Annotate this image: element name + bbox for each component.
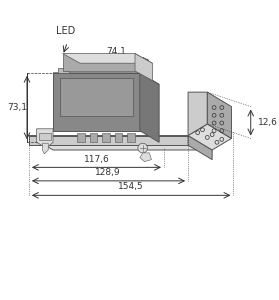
Polygon shape [140, 153, 151, 162]
Polygon shape [53, 73, 159, 84]
Polygon shape [60, 78, 133, 116]
Polygon shape [102, 133, 110, 142]
Circle shape [138, 143, 148, 153]
Polygon shape [140, 73, 159, 142]
Text: 12,6: 12,6 [258, 118, 277, 127]
Polygon shape [39, 133, 51, 140]
Polygon shape [77, 133, 85, 142]
Text: 154,5: 154,5 [118, 182, 144, 191]
Text: 74,1: 74,1 [106, 47, 126, 56]
Text: 128,9: 128,9 [95, 168, 121, 177]
Polygon shape [58, 68, 69, 73]
Polygon shape [127, 133, 135, 142]
Polygon shape [29, 136, 188, 145]
Polygon shape [53, 73, 140, 131]
Polygon shape [115, 133, 122, 142]
Polygon shape [188, 124, 232, 150]
Text: 117,6: 117,6 [84, 154, 109, 164]
Polygon shape [29, 136, 212, 150]
Polygon shape [63, 54, 135, 71]
Polygon shape [63, 54, 152, 63]
Polygon shape [42, 143, 48, 154]
Text: 73,1: 73,1 [7, 103, 27, 112]
Polygon shape [135, 54, 152, 81]
Polygon shape [188, 92, 207, 136]
Polygon shape [188, 136, 212, 160]
Polygon shape [90, 133, 97, 142]
Polygon shape [37, 129, 53, 148]
Text: LED: LED [56, 26, 75, 36]
Polygon shape [207, 92, 232, 138]
